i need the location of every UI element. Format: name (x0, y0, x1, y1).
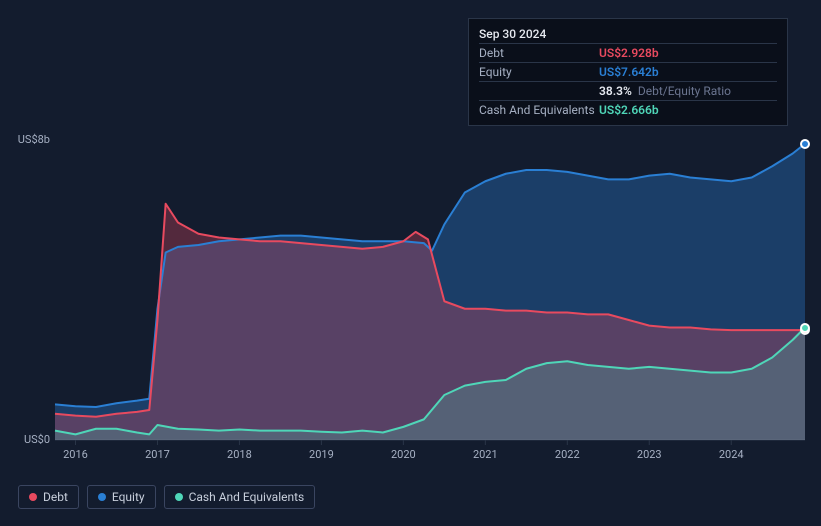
legend-label: Equity (112, 490, 145, 504)
chart-legend: Debt Equity Cash And Equivalents (18, 485, 315, 509)
legend-dot-icon (175, 493, 183, 501)
legend-dot-icon (98, 493, 106, 501)
tooltip-row-value: US$7.642b (599, 65, 659, 79)
tooltip-row: DebtUS$2.928b (479, 44, 777, 63)
series-end-marker (800, 323, 810, 333)
legend-item-debt[interactable]: Debt (18, 485, 79, 509)
chart-tooltip: Sep 30 2024 DebtUS$2.928bEquityUS$7.642b… (468, 18, 788, 126)
tooltip-row-value: US$2.666b (599, 103, 659, 117)
tooltip-date: Sep 30 2024 (479, 25, 777, 44)
tooltip-row-label (479, 84, 599, 98)
tooltip-row-label: Equity (479, 65, 599, 79)
tooltip-row-value: US$2.928b (599, 46, 659, 60)
tooltip-row-label: Debt (479, 46, 599, 60)
legend-item-equity[interactable]: Equity (87, 485, 156, 509)
tooltip-row: Cash And EquivalentsUS$2.666b (479, 101, 777, 119)
tooltip-row-value: 38.3%Debt/Equity Ratio (599, 84, 731, 98)
tooltip-row-sublabel: Debt/Equity Ratio (638, 84, 731, 98)
legend-dot-icon (29, 493, 37, 501)
financial-history-chart: Sep 30 2024 DebtUS$2.928bEquityUS$7.642b… (0, 0, 821, 526)
legend-label: Cash And Equivalents (189, 490, 305, 504)
tooltip-row-label: Cash And Equivalents (479, 103, 599, 117)
series-end-marker (800, 139, 810, 149)
tooltip-row: EquityUS$7.642b (479, 63, 777, 82)
legend-label: Debt (43, 490, 68, 504)
legend-item-cash-and-equivalents[interactable]: Cash And Equivalents (164, 485, 316, 509)
tooltip-row: 38.3%Debt/Equity Ratio (479, 82, 777, 101)
